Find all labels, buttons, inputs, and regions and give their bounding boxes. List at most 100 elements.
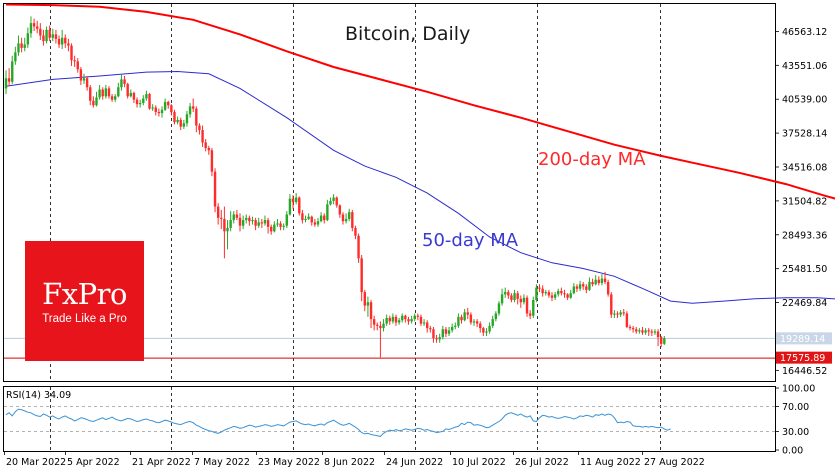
candle	[276, 218, 279, 227]
candle	[307, 213, 310, 221]
candle	[23, 37, 26, 52]
candle	[369, 299, 373, 329]
candle	[123, 76, 126, 88]
candle	[625, 311, 629, 329]
candle	[36, 20, 39, 34]
candle	[204, 139, 207, 152]
candle	[660, 335, 663, 348]
candle	[14, 46, 17, 65]
candle	[357, 233, 360, 263]
candle	[17, 35, 20, 56]
chart-title: Bitcoin, Daily	[345, 23, 470, 45]
candle	[263, 215, 267, 226]
candle	[42, 29, 45, 46]
candle	[241, 215, 245, 230]
candle	[151, 104, 154, 111]
date-tick-label: 23 May 2022	[258, 457, 320, 468]
main-chart-frame	[3, 3, 776, 382]
candle	[535, 284, 538, 303]
candle	[95, 91, 98, 107]
candle	[29, 16, 33, 38]
logo-name: FxPro	[42, 277, 127, 311]
candle	[628, 324, 632, 331]
candle	[26, 27, 30, 48]
candle	[404, 314, 407, 323]
candle	[348, 208, 351, 222]
candle	[291, 195, 295, 209]
candle	[67, 38, 70, 52]
candle	[7, 68, 11, 87]
price-tick-label: 16446.52	[782, 366, 827, 377]
candle	[606, 279, 610, 297]
candle	[145, 90, 148, 101]
candle	[126, 82, 129, 99]
candle	[319, 212, 323, 223]
candle	[438, 333, 441, 343]
candle	[179, 117, 182, 131]
candle	[385, 314, 388, 326]
candle	[416, 313, 420, 321]
date-axis: 20 Mar 2022 5 Apr 2022 21 Apr 2022 7 May 20…	[4, 451, 705, 468]
candle	[82, 73, 86, 84]
date-tick-label: 5 Apr 2022	[67, 457, 120, 468]
candle	[173, 109, 176, 125]
candle	[257, 217, 260, 228]
candle	[11, 55, 14, 84]
price-tick-label: 34516.08	[782, 162, 827, 173]
candle	[376, 322, 379, 331]
candle	[622, 308, 625, 316]
candle	[472, 319, 476, 326]
rsi-panel-frame	[3, 386, 776, 452]
candle	[360, 254, 363, 302]
candle	[588, 277, 591, 291]
candle	[254, 217, 257, 231]
candle	[248, 215, 251, 226]
candle	[117, 82, 120, 98]
candle	[251, 216, 254, 225]
candle	[656, 329, 660, 347]
candle	[663, 335, 666, 345]
candle	[653, 329, 657, 335]
candle	[644, 328, 647, 335]
candle	[326, 199, 329, 222]
candle	[213, 168, 217, 213]
candle	[475, 319, 479, 327]
candle	[600, 274, 604, 286]
candle	[101, 87, 104, 100]
price-tick-label: 28493.36	[782, 230, 827, 241]
candle	[64, 34, 67, 48]
candle	[528, 310, 532, 320]
rsi-line	[5, 408, 671, 437]
fxpro-logo: FxPro Trade Like a Pro	[25, 241, 144, 361]
rsi-tick-label: 0.00	[782, 446, 803, 457]
candle	[294, 193, 298, 205]
candle	[160, 106, 164, 118]
rsi-panel: 100.00 70.00 30.00 0.00	[4, 384, 815, 457]
candle	[566, 293, 569, 300]
candle	[504, 287, 507, 298]
candle	[578, 280, 582, 291]
candle	[379, 321, 382, 358]
candle	[469, 312, 473, 325]
candle	[388, 315, 391, 325]
candle	[550, 292, 554, 302]
candle	[232, 211, 235, 224]
ma200-annotation: 200-day MA	[538, 149, 646, 170]
candle	[210, 148, 214, 177]
candle	[575, 284, 579, 293]
price-tick-label: 25481.50	[782, 264, 827, 275]
candle	[304, 215, 307, 223]
candle	[170, 104, 173, 116]
date-tick-label: 26 Jul 2022	[515, 457, 569, 468]
candle	[650, 329, 654, 336]
price-tick-label: 46563.12	[782, 27, 827, 38]
date-tick-label: 27 Aug 2022	[644, 457, 705, 468]
candle	[479, 321, 482, 333]
rsi-tick-label: 100.00	[782, 384, 815, 395]
candle	[366, 296, 370, 317]
candle	[335, 196, 338, 208]
candle	[182, 119, 186, 129]
date-tick-label: 24 Jun 2022	[386, 457, 443, 468]
candle	[372, 315, 376, 331]
candle	[616, 311, 619, 318]
